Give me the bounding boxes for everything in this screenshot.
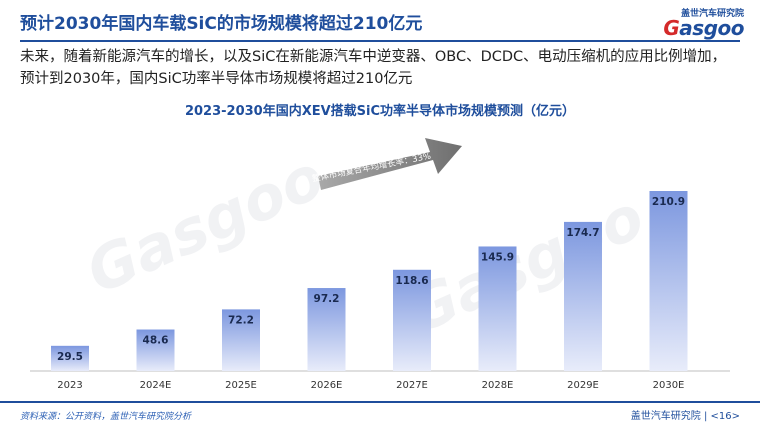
value-label-2028E: 145.9 [481,251,514,263]
x-tick-2028E: 2028E [482,380,514,391]
bar-2027E [393,269,431,371]
value-label-2027E: 118.6 [395,275,428,287]
bar-2023 [51,345,89,371]
x-tick-2029E: 2029E [567,380,599,391]
x-tick-2025E: 2025E [225,380,257,391]
value-label-2030E: 210.9 [652,196,685,208]
page-title: 预计2030年国内车载SiC的市场规模将超过210亿元 [20,14,423,34]
bar-2028E [478,246,517,371]
bar-2030E [649,191,688,371]
growth-annotation: 整体市场复合年均增长率：33% [311,151,432,185]
x-tick-2030E: 2030E [653,380,685,391]
footer-divider [0,401,760,403]
x-tick-2027E: 2027E [396,380,428,391]
growth-arrow-shape [318,138,462,190]
page-number: <16> [710,411,740,422]
value-label-2025E: 72.2 [228,314,254,326]
x-tick-2024E: 2024E [140,380,172,391]
bar-2024E [136,329,175,371]
logo-letters-rest: asgoo [679,16,744,40]
gasgoo-logo: 盖世汽车研究院 Gasgoo [626,6,744,40]
x-tick-2026E: 2026E [311,380,343,391]
value-label-2023: 29.5 [57,351,83,363]
chart-title: 2023-2030年国内XEV搭载SiC功率半导体市场规模预测（亿元） [184,104,576,119]
bar-series: 29.5 2023 48.6 2024E 72.2 2025E 97.2 2026E 118.6… [51,191,688,391]
bar-2029E [564,221,602,371]
bar-2026E [307,288,346,371]
value-label-2026E: 97.2 [314,293,340,305]
growth-arrow: 整体市场复合年均增长率：33% [311,138,462,190]
logo-tagline: 盖世汽车研究院 [680,9,744,19]
header-divider [20,40,740,42]
value-label-2024E: 48.6 [143,335,169,347]
x-tick-2023: 2023 [57,380,82,391]
logo-letter-g: G [663,16,680,40]
bar-2025E [222,309,260,371]
value-label-2029E: 174.7 [566,227,599,239]
logo-wordmark: Gasgoo [663,16,744,40]
footer-org-page: 盖世汽车研究院 | <16> [630,411,740,422]
summary-text: 未来，随着新能源汽车的增长，以及SiC在新能源汽车中逆变器、OBC、DCDC、电… [20,49,727,87]
source-note: 资料来源：公开资料，盖世汽车研究院分析 [20,412,192,422]
footer-org: 盖世汽车研究院 [630,411,701,422]
